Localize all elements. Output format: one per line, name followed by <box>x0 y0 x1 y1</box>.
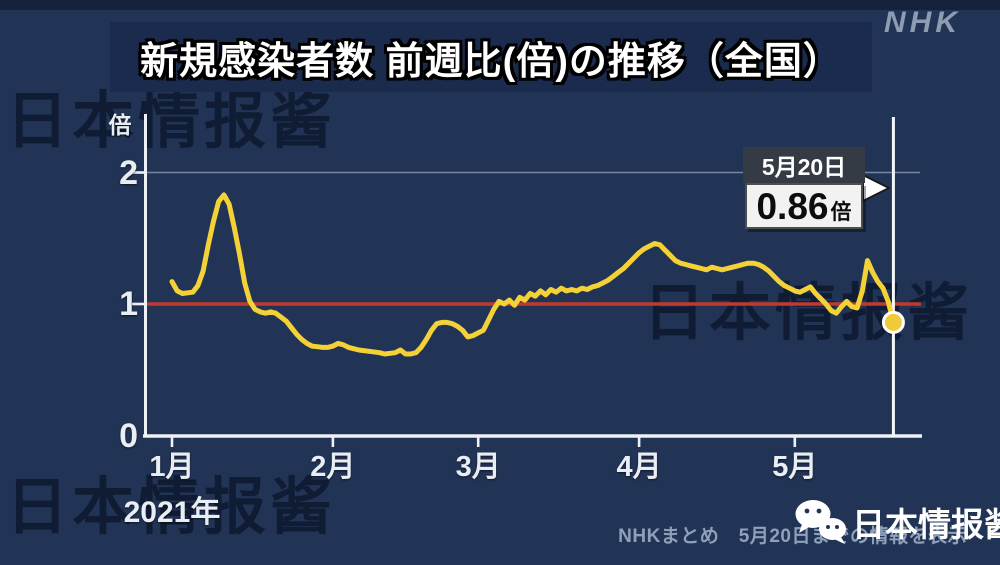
nhk-logo: NHK <box>884 6 961 39</box>
callout-arrow-icon <box>862 174 890 202</box>
watermark-top-left: 日本情报酱 <box>6 87 337 156</box>
latest-value-dot <box>881 310 905 334</box>
source-note: NHKまとめ 5月20日までの情報を表示 <box>618 526 967 547</box>
callout-value-number: 0.86 <box>756 186 829 227</box>
x-tick-label: 1月 <box>149 451 195 483</box>
x-tick-label: 3月 <box>455 451 501 483</box>
y-tick-label: 2 <box>119 153 138 192</box>
x-axis-year-label: 2021年 <box>123 496 221 529</box>
x-tick-label: 4月 <box>616 451 662 483</box>
y-axis-unit-label: 倍 <box>108 112 132 138</box>
ratio-series-line <box>169 192 896 357</box>
title-box: 新規感染者数 前週比(倍)の推移（全国） <box>110 22 872 92</box>
x-tick-label: 2月 <box>310 451 356 483</box>
axis-ticks <box>132 171 797 447</box>
wechat-icon <box>795 500 846 544</box>
callout-value-unit: 倍 <box>830 201 852 224</box>
credit-badge: 日本情报酱 <box>794 498 1000 546</box>
top-edge-strip <box>0 0 1000 10</box>
y-tick-label: 1 <box>119 285 138 323</box>
callout-value-badge: 0.86 倍 <box>745 183 863 229</box>
watermark-bottom-left: 日本情报酱 <box>6 473 337 542</box>
page-title: 新規感染者数 前週比(倍)の推移（全国） <box>140 40 842 83</box>
y-tick-label: 0 <box>119 416 138 455</box>
credit-text: 日本情报酱 <box>852 506 1000 543</box>
callout-date-badge: 5月20日 <box>743 147 865 183</box>
x-tick-label: 5月 <box>772 451 818 483</box>
